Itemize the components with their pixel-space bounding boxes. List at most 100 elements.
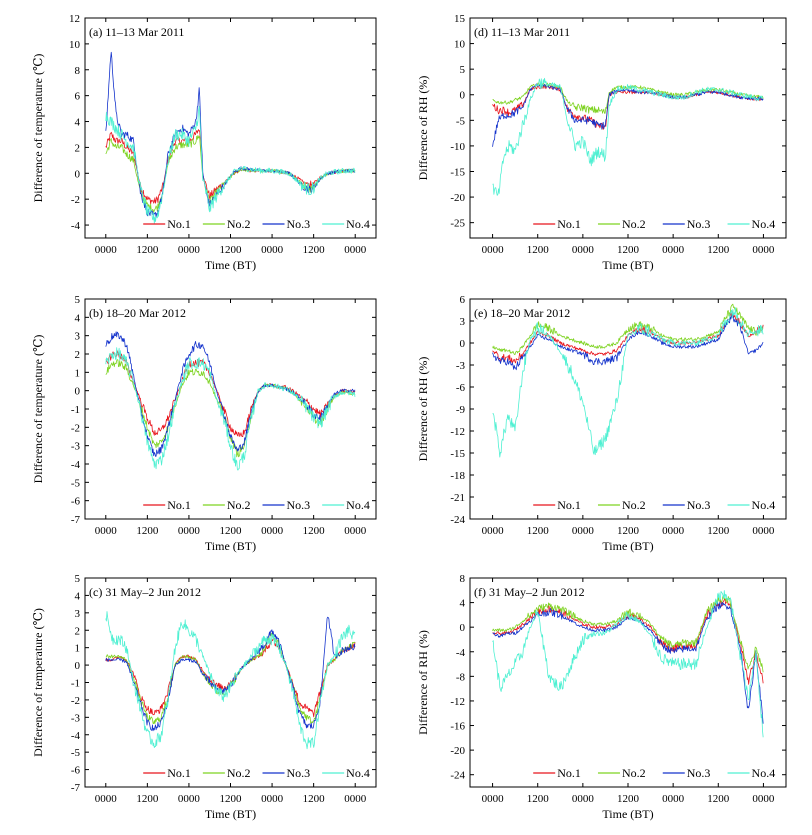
legend-item: No.3 [262,498,310,512]
y-axis-title: Difference of temperature (℃) [31,335,45,484]
y-tick-label: -2 [71,422,80,434]
y-tick-label: -4 [71,459,81,471]
x-tick-label: 0000 [482,793,505,805]
y-tick-label: -5 [71,477,81,489]
legend-item: No.2 [597,217,646,231]
x-tick-label: 0000 [482,244,505,256]
y-tick-label: -4 [456,647,466,659]
y-tick-label: 0 [460,622,466,634]
legend-item: No.4 [322,498,370,512]
x-tick-label: 1200 [707,244,730,256]
y-tick-label: 5 [460,64,466,76]
y-tick-label: 0 [75,660,81,672]
x-tick-label: 1200 [617,244,640,256]
y-axis-title: Difference of temperature (℃) [31,608,45,757]
series-group [492,303,764,458]
series-line-no1 [105,350,356,438]
legend-label: No.4 [346,766,370,780]
y-tick-label: -18 [450,470,465,482]
x-tick-label: 1200 [707,525,730,537]
x-tick-label: 0000 [662,244,685,256]
legend-item: No.2 [202,498,251,512]
legend-item: No.1 [533,498,581,512]
y-tick-label: -1 [71,404,80,416]
y-tick-label: -15 [450,166,465,178]
y-tick-label: -1 [71,678,80,690]
y-tick-label: -6 [456,382,466,394]
series-line-no3 [492,313,764,371]
series-line-no4 [492,590,764,738]
x-axis-title: Time (BT) [602,539,653,553]
x-tick-label: 1200 [303,244,326,256]
y-tick-label: -6 [71,496,81,508]
legend-item: No.1 [143,217,191,231]
legend-label: No.2 [622,498,646,512]
y-tick-label: -10 [450,141,465,153]
series-line-no4 [105,105,356,224]
y-tick-label: 1 [75,367,81,379]
legend-label: No.1 [557,766,581,780]
legend-label: No.4 [752,498,776,512]
y-tick-label: 4 [75,590,81,602]
legend-label: No.4 [752,217,776,231]
x-tick-label: 0000 [344,525,367,537]
series-line-no2 [105,631,356,725]
panel-b: -7 -6 -5 -4 -3 -2 -1 0 1 2 3 4 5 0000 1200 0000 1200 0000… [31,294,377,553]
y-axis-title: Difference of RH (%) [416,630,430,735]
x-tick-label: 1200 [617,793,640,805]
y-tick-label: -16 [450,721,465,733]
legend-item: No.1 [143,498,191,512]
legend-item: No.1 [143,766,191,780]
y-tick-label: -20 [450,192,465,204]
y-tick-label: -24 [450,770,465,782]
y-tick-label: -3 [71,712,81,724]
y-tick-label: -4 [71,730,81,742]
panel-a: -4 -2 0 2 4 6 8 10 12 0000 1200 0000 1200 0000 1200 000… [31,13,377,272]
legend-item: No.4 [322,217,370,231]
y-tick-label: 8 [75,65,81,77]
x-tick-label: 1200 [617,525,640,537]
x-tick-label: 1200 [303,793,326,805]
legend-item: No.2 [202,766,251,780]
series-group [105,611,356,750]
x-tick-label: 1200 [527,525,550,537]
legend-item: No.3 [662,766,710,780]
plot-frame [84,298,377,520]
y-tick-label: 15 [454,13,466,25]
x-tick-label: 1200 [707,793,730,805]
panel-title: (c) 31 May–2 Jun 2012 [89,585,201,599]
x-tick-label: 0000 [572,525,595,537]
x-axis-title: Time (BT) [602,258,653,272]
y-tick-label: 2 [75,142,81,154]
y-tick-label: 5 [75,294,81,306]
panel-title: (e) 18–20 Mar 2012 [474,306,570,320]
y-tick-label: 10 [69,39,81,51]
x-tick-label: 0000 [482,525,505,537]
x-tick-label: 0000 [178,793,201,805]
panel-title: (b) 18–20 Mar 2012 [89,306,186,320]
x-tick-label: 0000 [572,244,595,256]
y-tick-label: -2 [71,194,80,206]
y-tick-label: -3 [456,360,466,372]
y-tick-label: 4 [75,312,81,324]
panel-title: (a) 11–13 Mar 2011 [89,25,184,39]
series-line-no3 [105,331,356,457]
series-group [492,77,764,196]
x-tick-label: 0000 [752,244,775,256]
y-tick-label: 1 [75,643,81,655]
y-tick-label: 6 [460,294,466,306]
y-tick-label: -21 [450,492,465,504]
y-axis-title: Difference of temperature (℃) [31,54,45,203]
legend-item: No.1 [533,766,581,780]
y-tick-label: 0 [75,168,81,180]
series-group [105,331,356,471]
x-axis-title: Time (BT) [205,258,256,272]
x-tick-label: 0000 [261,793,284,805]
x-tick-label: 1200 [220,525,243,537]
series-line-no3 [105,616,356,732]
legend-item: No.2 [597,498,646,512]
legend-item: No.4 [727,217,776,231]
y-tick-label: -15 [450,448,465,460]
y-tick-label: -7 [71,782,81,794]
y-tick-label: -20 [450,745,465,757]
